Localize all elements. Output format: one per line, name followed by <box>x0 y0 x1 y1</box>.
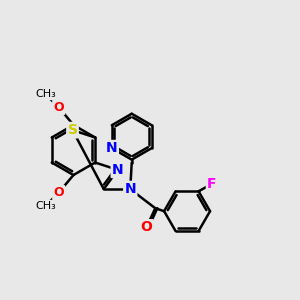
Text: O: O <box>140 220 152 234</box>
Text: CH₃: CH₃ <box>35 89 56 99</box>
Text: CH₃: CH₃ <box>35 201 56 211</box>
Text: O: O <box>53 101 64 114</box>
Text: N: N <box>124 182 136 196</box>
Text: N: N <box>106 141 118 155</box>
Text: S: S <box>68 123 77 137</box>
Text: N: N <box>112 163 124 177</box>
Text: O: O <box>53 186 64 199</box>
Text: F: F <box>207 177 217 191</box>
